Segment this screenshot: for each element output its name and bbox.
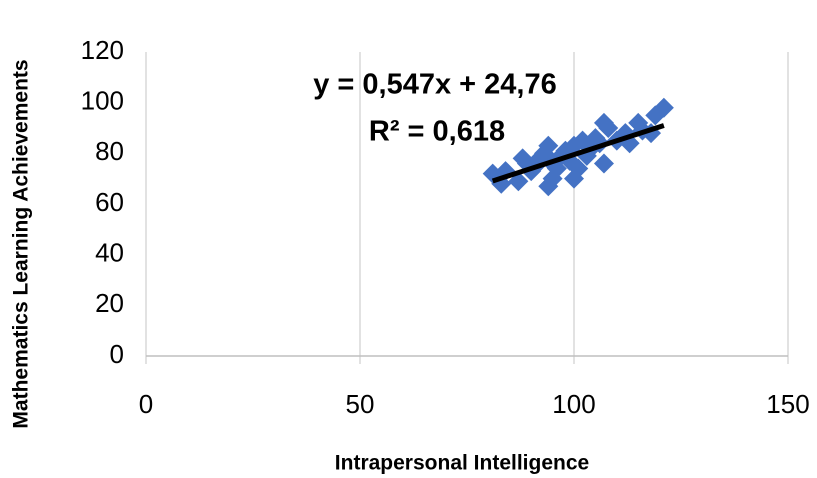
y-tick-label: 20: [95, 288, 124, 318]
y-axis-title: Mathematics Learning Achievements: [10, 59, 33, 428]
point: [538, 135, 559, 156]
y-tick-label: 80: [95, 136, 124, 166]
y-tick-label: 60: [95, 187, 124, 217]
x-tick-label: 100: [552, 389, 595, 419]
x-tick-label: 0: [139, 389, 153, 419]
point: [598, 118, 619, 138]
trendline: [491, 123, 665, 184]
x-axis-title: Intrapersonal Intelligence: [335, 452, 589, 475]
r-squared: R² = 0,618: [369, 116, 505, 148]
y-tick-label: 100: [81, 86, 124, 116]
point: [653, 97, 674, 118]
point: [568, 158, 589, 179]
y-tick-label: 40: [95, 238, 124, 268]
x-tick-label: 50: [346, 389, 375, 419]
equation: y = 0,547x + 24,76: [313, 69, 557, 101]
y-tick-label: 120: [81, 35, 124, 65]
point: [593, 153, 614, 174]
x-tick-label: 150: [766, 389, 809, 419]
y-tick-label: 0: [110, 339, 124, 369]
